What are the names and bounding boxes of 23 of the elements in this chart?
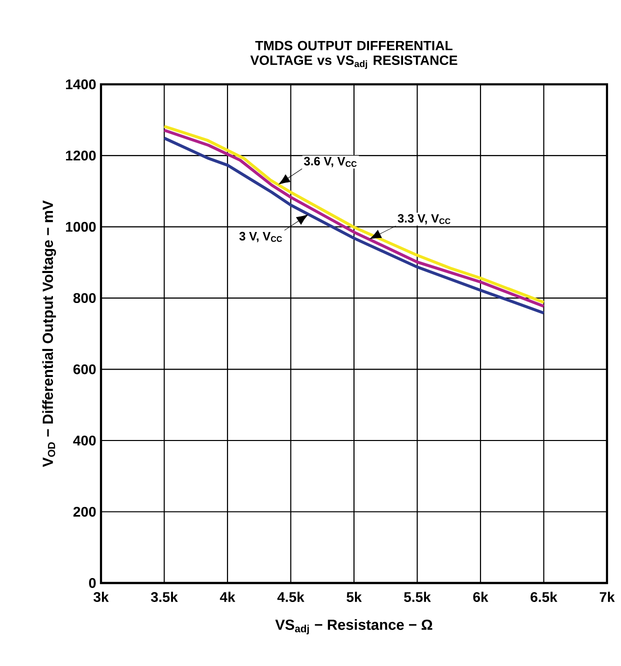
y-tick-label: 0 xyxy=(89,578,96,588)
annotation: 3.3 V, V$_{CC}$ xyxy=(398,214,450,224)
y-tick-label: 800 xyxy=(73,293,96,304)
x-tick-label: 7k xyxy=(600,592,615,602)
y-tick-label: 1000 xyxy=(66,222,96,232)
x-tick-label: 3.5k xyxy=(150,592,178,602)
y-tick-label: 1200 xyxy=(66,150,96,161)
chart-title: TMDS OUTPUT DIFFERENTIAL VOLTAGE vs VS$_{adj}$ RESISTANCE xyxy=(250,40,458,69)
y-tick-label: 200 xyxy=(73,506,96,517)
y-tick-label: 400 xyxy=(73,436,96,446)
x-axis-title: VS$_{adj}$ − Resistance − Ω xyxy=(275,619,432,634)
x-tick-label: 4.5k xyxy=(277,592,304,602)
y-tick-label: 1400 xyxy=(66,79,96,90)
x-tick-label: 4k xyxy=(220,592,236,602)
x-tick-label: 5.5k xyxy=(404,592,431,602)
x-tick-label: 3k xyxy=(94,592,109,602)
annotation: 3.6 V, V$_{CC}$ xyxy=(304,156,357,168)
x-tick-label: 5k xyxy=(346,592,362,602)
annotation: 3 V, V$_{CC}$ xyxy=(239,232,282,242)
x-tick-label: 6.5k xyxy=(530,592,558,602)
x-tick-label: 6k xyxy=(473,592,488,602)
y-tick-label: 600 xyxy=(73,364,96,374)
y-axis-title: V$_{OD}$ − Differential Output Voltage − mV xyxy=(42,200,56,467)
